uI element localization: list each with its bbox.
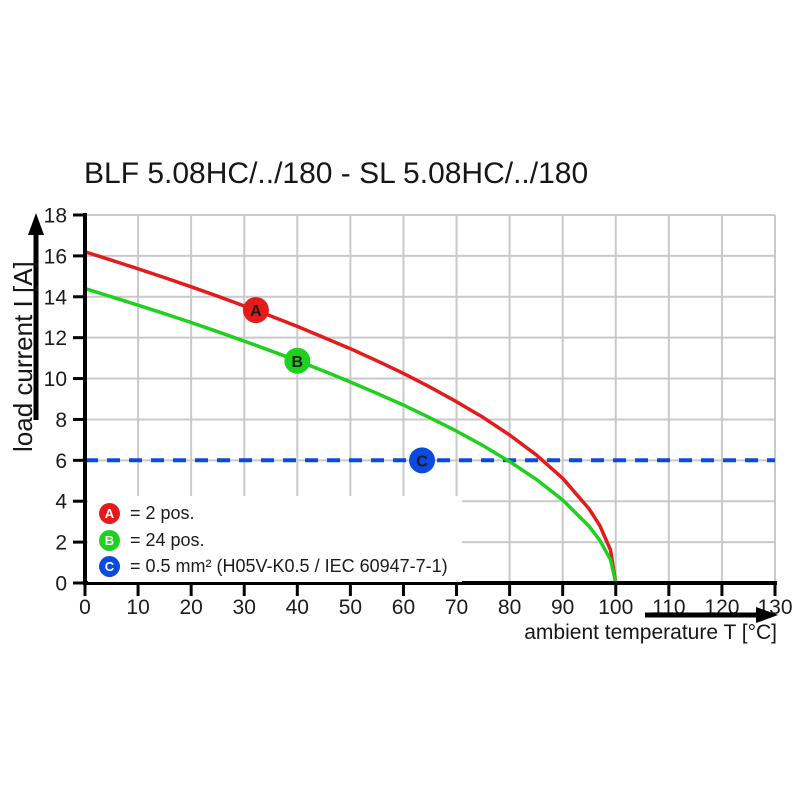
legend-item-a: A = 2 pos. [88,500,195,526]
x-tick-label-0: 0 [79,596,91,619]
legend-item-c: C = 0.5 mm² (H05V-K0.5 / IEC 60947-7-1) [88,553,448,579]
legend-label-b: = 24 pos. [130,529,205,550]
chart-title: BLF 5.08HC/../180 - SL 5.08HC/../180 [84,157,589,190]
y-tick-label-6: 6 [55,450,67,473]
y-axis-arrow-head-icon [28,213,44,235]
series-A-curve [84,250,618,584]
x-tick-label-80: 80 [498,596,521,619]
y-tick-label-10: 10 [44,368,67,391]
x-axis-title: ambient temperature T [°C] [524,621,777,644]
series-B-curve [84,286,618,584]
y-tick-label-4: 4 [55,491,67,514]
y-tick-label-2: 2 [55,532,67,555]
legend-marker-c-letter: C [104,558,115,574]
y-tick-label-12: 12 [44,327,67,350]
y-tick-label-18: 18 [44,205,67,228]
x-tick-label-100: 100 [598,596,633,619]
x-axis-arrow-head-icon [756,607,778,623]
x-tick-label-40: 40 [286,596,309,619]
x-tick-label-10: 10 [126,596,149,619]
y-tick-label-14: 14 [44,286,68,309]
legend-marker-c-icon: C [99,555,120,577]
legend-marker-a-icon: A [99,502,120,524]
legend-label-c: = 0.5 mm² (H05V-K0.5 / IEC 60947-7-1) [130,555,448,576]
x-tick-label-50: 50 [339,596,362,619]
y-axis-title: load current I [A] [8,261,38,452]
y-tick-label-8: 8 [55,409,67,432]
x-tick-label-70: 70 [445,596,468,619]
x-tick-label-30: 30 [233,596,256,619]
legend: A = 2 pos. B = 24 pos. C = 0.5 mm² (H05V… [88,496,462,582]
legend-marker-a-letter: A [104,505,115,521]
series-C-marker-letter: C [416,453,428,470]
legend-marker-b-letter: B [104,532,115,548]
legend-marker-b-icon: B [99,529,120,551]
series-A-marker [242,297,269,324]
legend-label-a: = 2 pos. [130,502,195,523]
x-tick-label-20: 20 [179,596,202,619]
y-tick-label-16: 16 [44,245,67,268]
series-C-marker [409,447,436,474]
y-tick-label-0: 0 [55,573,67,596]
x-tick-label-60: 60 [392,596,415,619]
legend-item-b: B = 24 pos. [88,527,205,553]
series-B-marker [284,347,311,374]
series-B-marker-letter: B [292,354,304,371]
series-A-marker-letter: A [250,303,262,320]
x-tick-label-90: 90 [551,596,574,619]
